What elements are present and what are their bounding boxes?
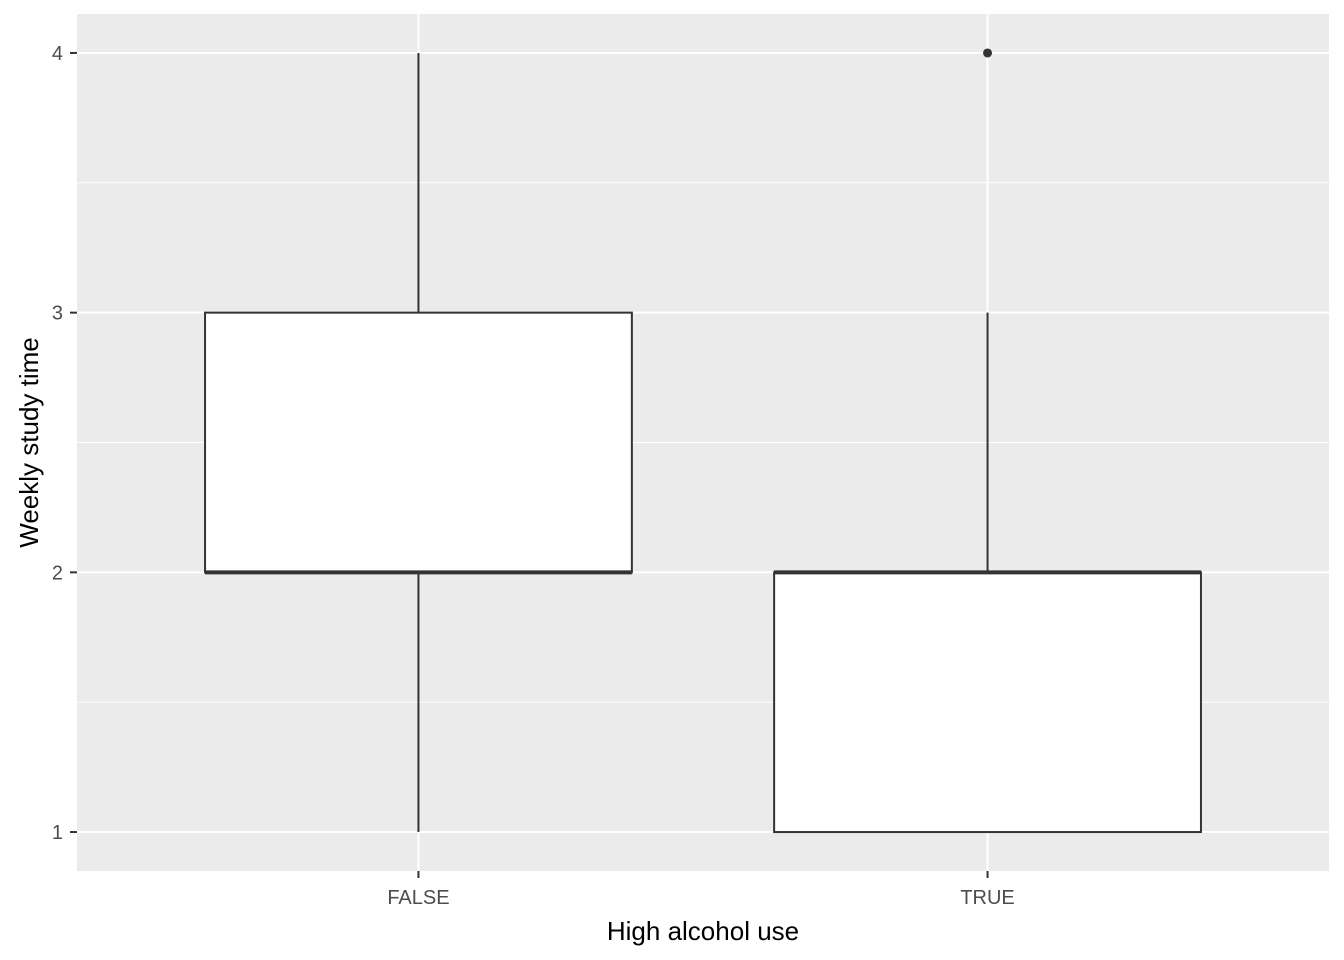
box-true: [773, 48, 1202, 834]
x-tick-label: TRUE: [960, 887, 1014, 909]
y-tick-label: 4: [52, 43, 63, 65]
y-tick-label: 1: [52, 822, 63, 844]
x-axis-title: High alcohol use: [607, 916, 799, 946]
y-tick-label: 2: [52, 562, 63, 584]
y-axis: 1 2 3 4: [52, 43, 77, 844]
x-axis: FALSE TRUE: [387, 871, 1015, 909]
y-axis-title: Weekly study time: [14, 337, 44, 547]
boxes-layer: [204, 48, 1202, 834]
box-body: [204, 311, 633, 574]
x-tick-label: FALSE: [387, 887, 449, 909]
outlier-point: [983, 48, 993, 58]
box-false: [204, 52, 633, 833]
box-body: [773, 571, 1202, 834]
y-tick-label: 3: [52, 303, 63, 325]
